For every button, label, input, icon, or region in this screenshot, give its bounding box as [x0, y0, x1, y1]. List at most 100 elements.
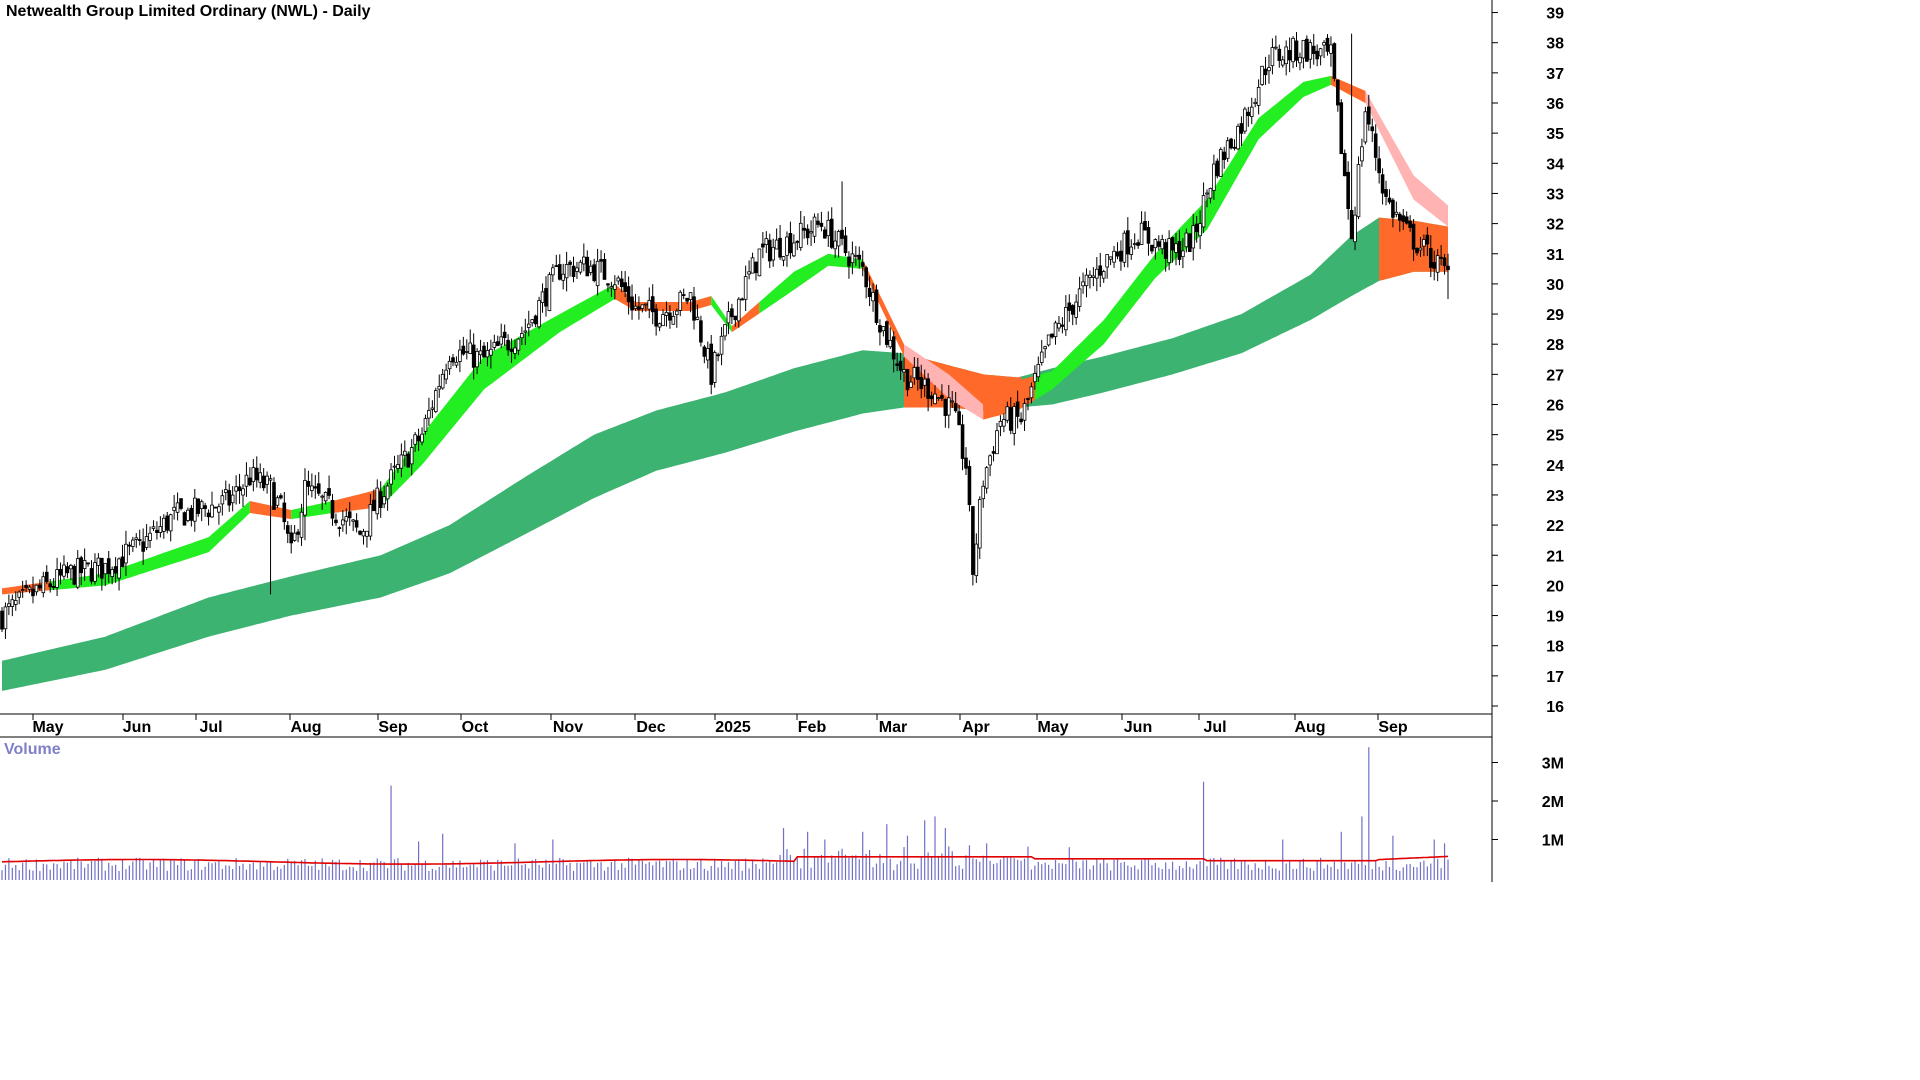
- date-axis-label: 2025: [715, 719, 751, 736]
- candle-body: [1342, 153, 1347, 177]
- candle-body: [237, 486, 242, 492]
- price-tick-label: 22: [1546, 518, 1564, 535]
- candle-body: [730, 308, 734, 318]
- date-axis-label: Jun: [1124, 719, 1152, 736]
- candle-body: [289, 532, 293, 544]
- candle-body: [1418, 247, 1423, 251]
- candle-body: [847, 256, 851, 267]
- candle-body: [836, 231, 841, 247]
- candle-body: [1112, 250, 1116, 263]
- candle-body: [602, 259, 607, 280]
- candle-body: [444, 369, 448, 380]
- candle-body: [86, 562, 90, 565]
- candle-body: [447, 360, 452, 370]
- candle-body: [358, 530, 362, 535]
- candle-body: [1373, 133, 1378, 158]
- candle-body: [72, 565, 77, 585]
- candle-body: [34, 584, 39, 593]
- candle-body: [365, 530, 369, 537]
- candle-body: [750, 257, 755, 274]
- candle-body: [692, 296, 696, 321]
- candle-body: [578, 261, 583, 273]
- candle-body: [1181, 250, 1185, 258]
- candle-body: [1287, 50, 1292, 61]
- candle-body: [1174, 243, 1178, 253]
- candle-body: [13, 600, 18, 605]
- candle-body: [564, 264, 569, 279]
- candle-body: [58, 568, 63, 576]
- candle-body: [134, 537, 139, 540]
- candle-body: [203, 505, 207, 510]
- date-axis-label: Aug: [290, 719, 321, 736]
- short-term-band-segment: [1365, 90, 1448, 227]
- candle-body: [1425, 234, 1430, 245]
- candle-body: [695, 316, 700, 320]
- long-term-band: [2, 217, 1448, 691]
- candle-body: [826, 219, 831, 237]
- candle-body: [1022, 403, 1027, 421]
- candle-body: [1367, 106, 1371, 125]
- candle-body: [210, 504, 214, 518]
- candle-body: [919, 377, 924, 390]
- price-tick-label: 32: [1546, 217, 1564, 234]
- chart-title: Netwealth Group Limited Ordinary (NWL) -…: [6, 3, 371, 20]
- candle-body: [113, 566, 118, 574]
- candle-body: [1146, 227, 1151, 244]
- candle-body: [430, 407, 435, 410]
- candle-body: [75, 558, 80, 588]
- candle-body: [1384, 189, 1388, 197]
- candle-body: [771, 246, 775, 261]
- candle-body: [816, 220, 820, 225]
- candle-body: [1060, 324, 1065, 327]
- candle-body: [702, 346, 707, 357]
- candle-body: [495, 341, 500, 347]
- candle-body: [981, 485, 986, 500]
- candle-body: [230, 494, 235, 504]
- candle-body: [437, 386, 442, 390]
- candle-body: [995, 430, 999, 455]
- candle-body: [506, 339, 510, 351]
- date-axis-label: Dec: [636, 719, 665, 736]
- candle-body: [650, 296, 655, 313]
- candle-body: [977, 499, 982, 549]
- candle-body: [1050, 333, 1054, 338]
- candle-body: [38, 584, 42, 589]
- candle-body: [705, 348, 710, 361]
- candle-body: [1002, 419, 1006, 427]
- candle-body: [1435, 255, 1440, 273]
- price-tick-label: 25: [1546, 428, 1564, 445]
- candle-body: [895, 363, 899, 366]
- candle-body: [168, 514, 173, 532]
- candle-body: [520, 333, 524, 339]
- price-tick-label: 33: [1546, 186, 1564, 203]
- candle-body: [1163, 242, 1168, 259]
- candle-body: [833, 240, 837, 250]
- candle-body: [712, 352, 717, 383]
- candle-body: [316, 483, 321, 494]
- candle-body: [251, 467, 256, 483]
- date-axis-label: Oct: [462, 719, 489, 736]
- candle-body: [310, 485, 314, 491]
- candle-body: [1077, 288, 1082, 307]
- candle-body: [7, 603, 11, 607]
- candle-body: [551, 267, 555, 276]
- candle-body: [592, 264, 596, 281]
- candle-body: [220, 495, 225, 505]
- candle-body: [781, 256, 786, 261]
- candle-body: [354, 520, 359, 528]
- candle-body: [1101, 271, 1106, 279]
- candle-body: [51, 586, 56, 588]
- candle-body: [1033, 373, 1037, 383]
- price-tick-label: 23: [1546, 488, 1564, 505]
- candle-body: [1201, 195, 1206, 228]
- candle-body: [809, 231, 813, 234]
- candle-body: [874, 289, 879, 323]
- candle-body: [1081, 281, 1085, 287]
- candle-body: [1411, 223, 1416, 250]
- candle-body: [1263, 68, 1268, 76]
- candle-body: [747, 271, 751, 275]
- candle-body: [1318, 48, 1323, 57]
- volume-panel-title: Volume: [4, 741, 61, 758]
- candle-body: [464, 350, 469, 353]
- candle-body: [10, 599, 15, 607]
